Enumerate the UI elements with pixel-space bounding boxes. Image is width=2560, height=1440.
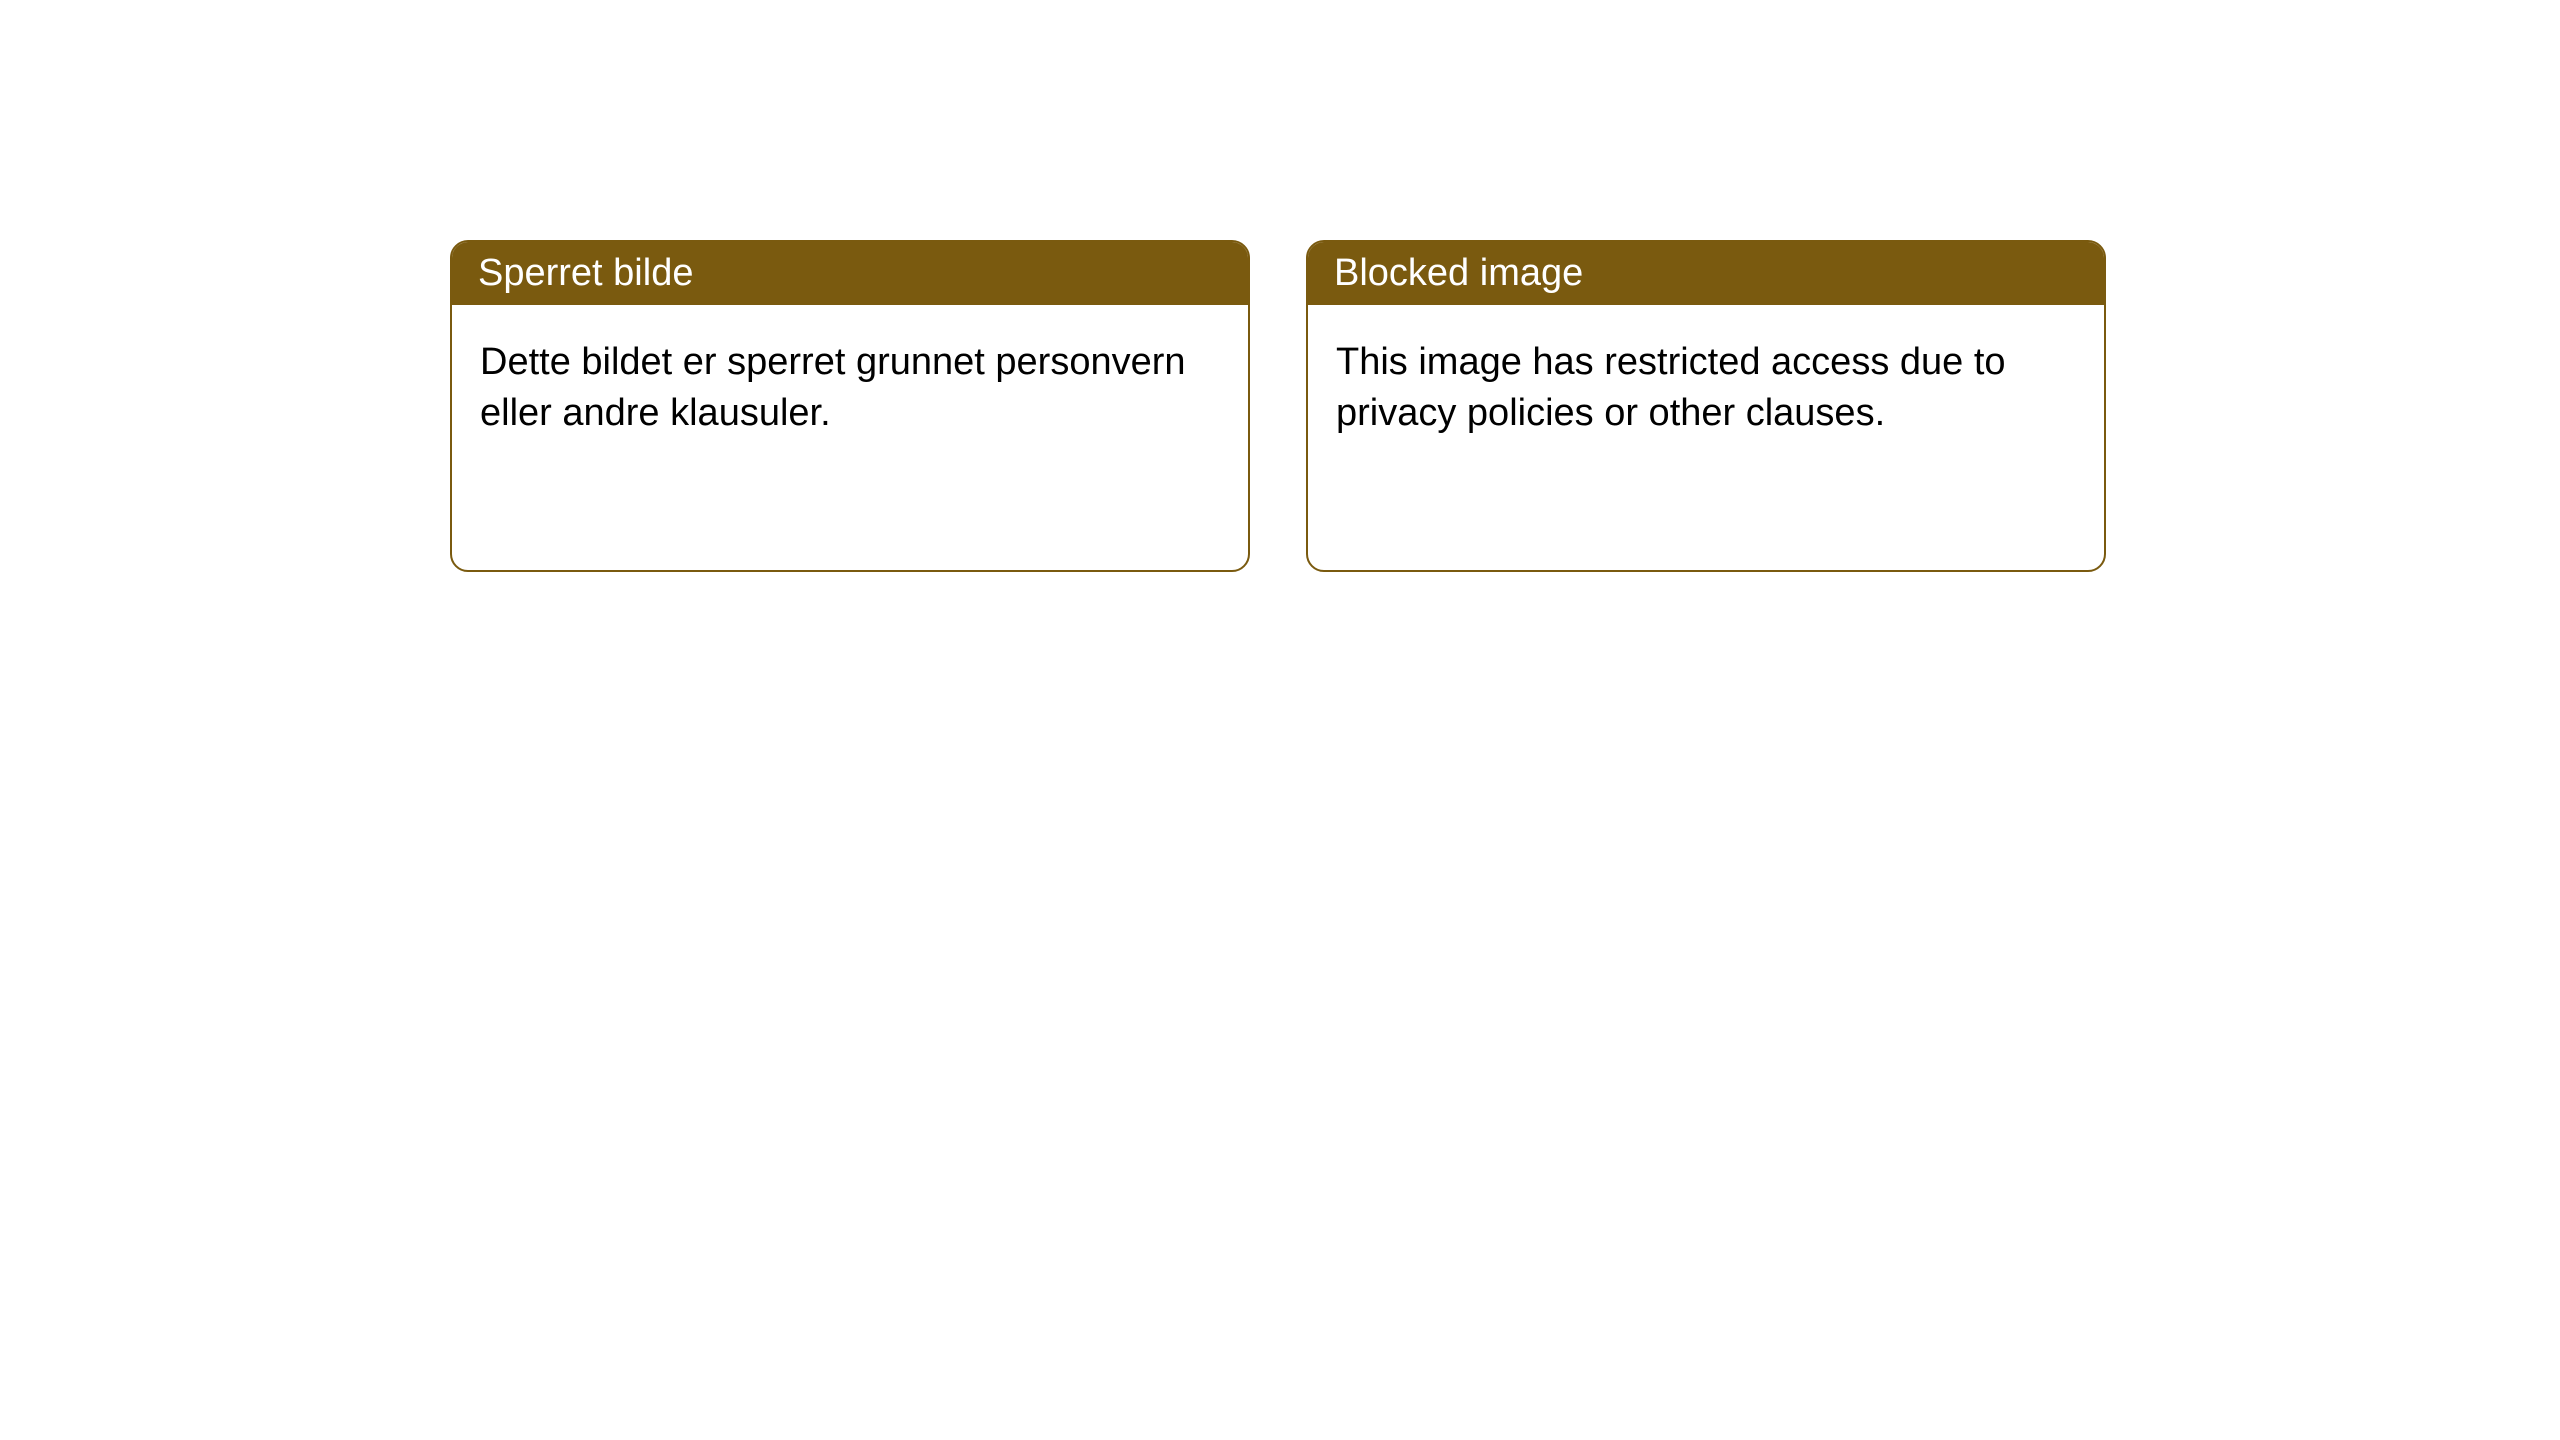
blocked-image-card-norwegian: Sperret bilde Dette bildet er sperret gr… bbox=[450, 240, 1250, 572]
card-body-english: This image has restricted access due to … bbox=[1308, 305, 2104, 472]
card-text-norwegian: Dette bildet er sperret grunnet personve… bbox=[480, 341, 1186, 434]
blocked-image-card-english: Blocked image This image has restricted … bbox=[1306, 240, 2106, 572]
card-header-norwegian: Sperret bilde bbox=[452, 242, 1248, 305]
card-title-norwegian: Sperret bilde bbox=[478, 252, 693, 294]
notice-cards-container: Sperret bilde Dette bildet er sperret gr… bbox=[0, 0, 2560, 572]
card-header-english: Blocked image bbox=[1308, 242, 2104, 305]
card-text-english: This image has restricted access due to … bbox=[1336, 341, 2006, 434]
card-title-english: Blocked image bbox=[1334, 252, 1583, 294]
card-body-norwegian: Dette bildet er sperret grunnet personve… bbox=[452, 305, 1248, 472]
